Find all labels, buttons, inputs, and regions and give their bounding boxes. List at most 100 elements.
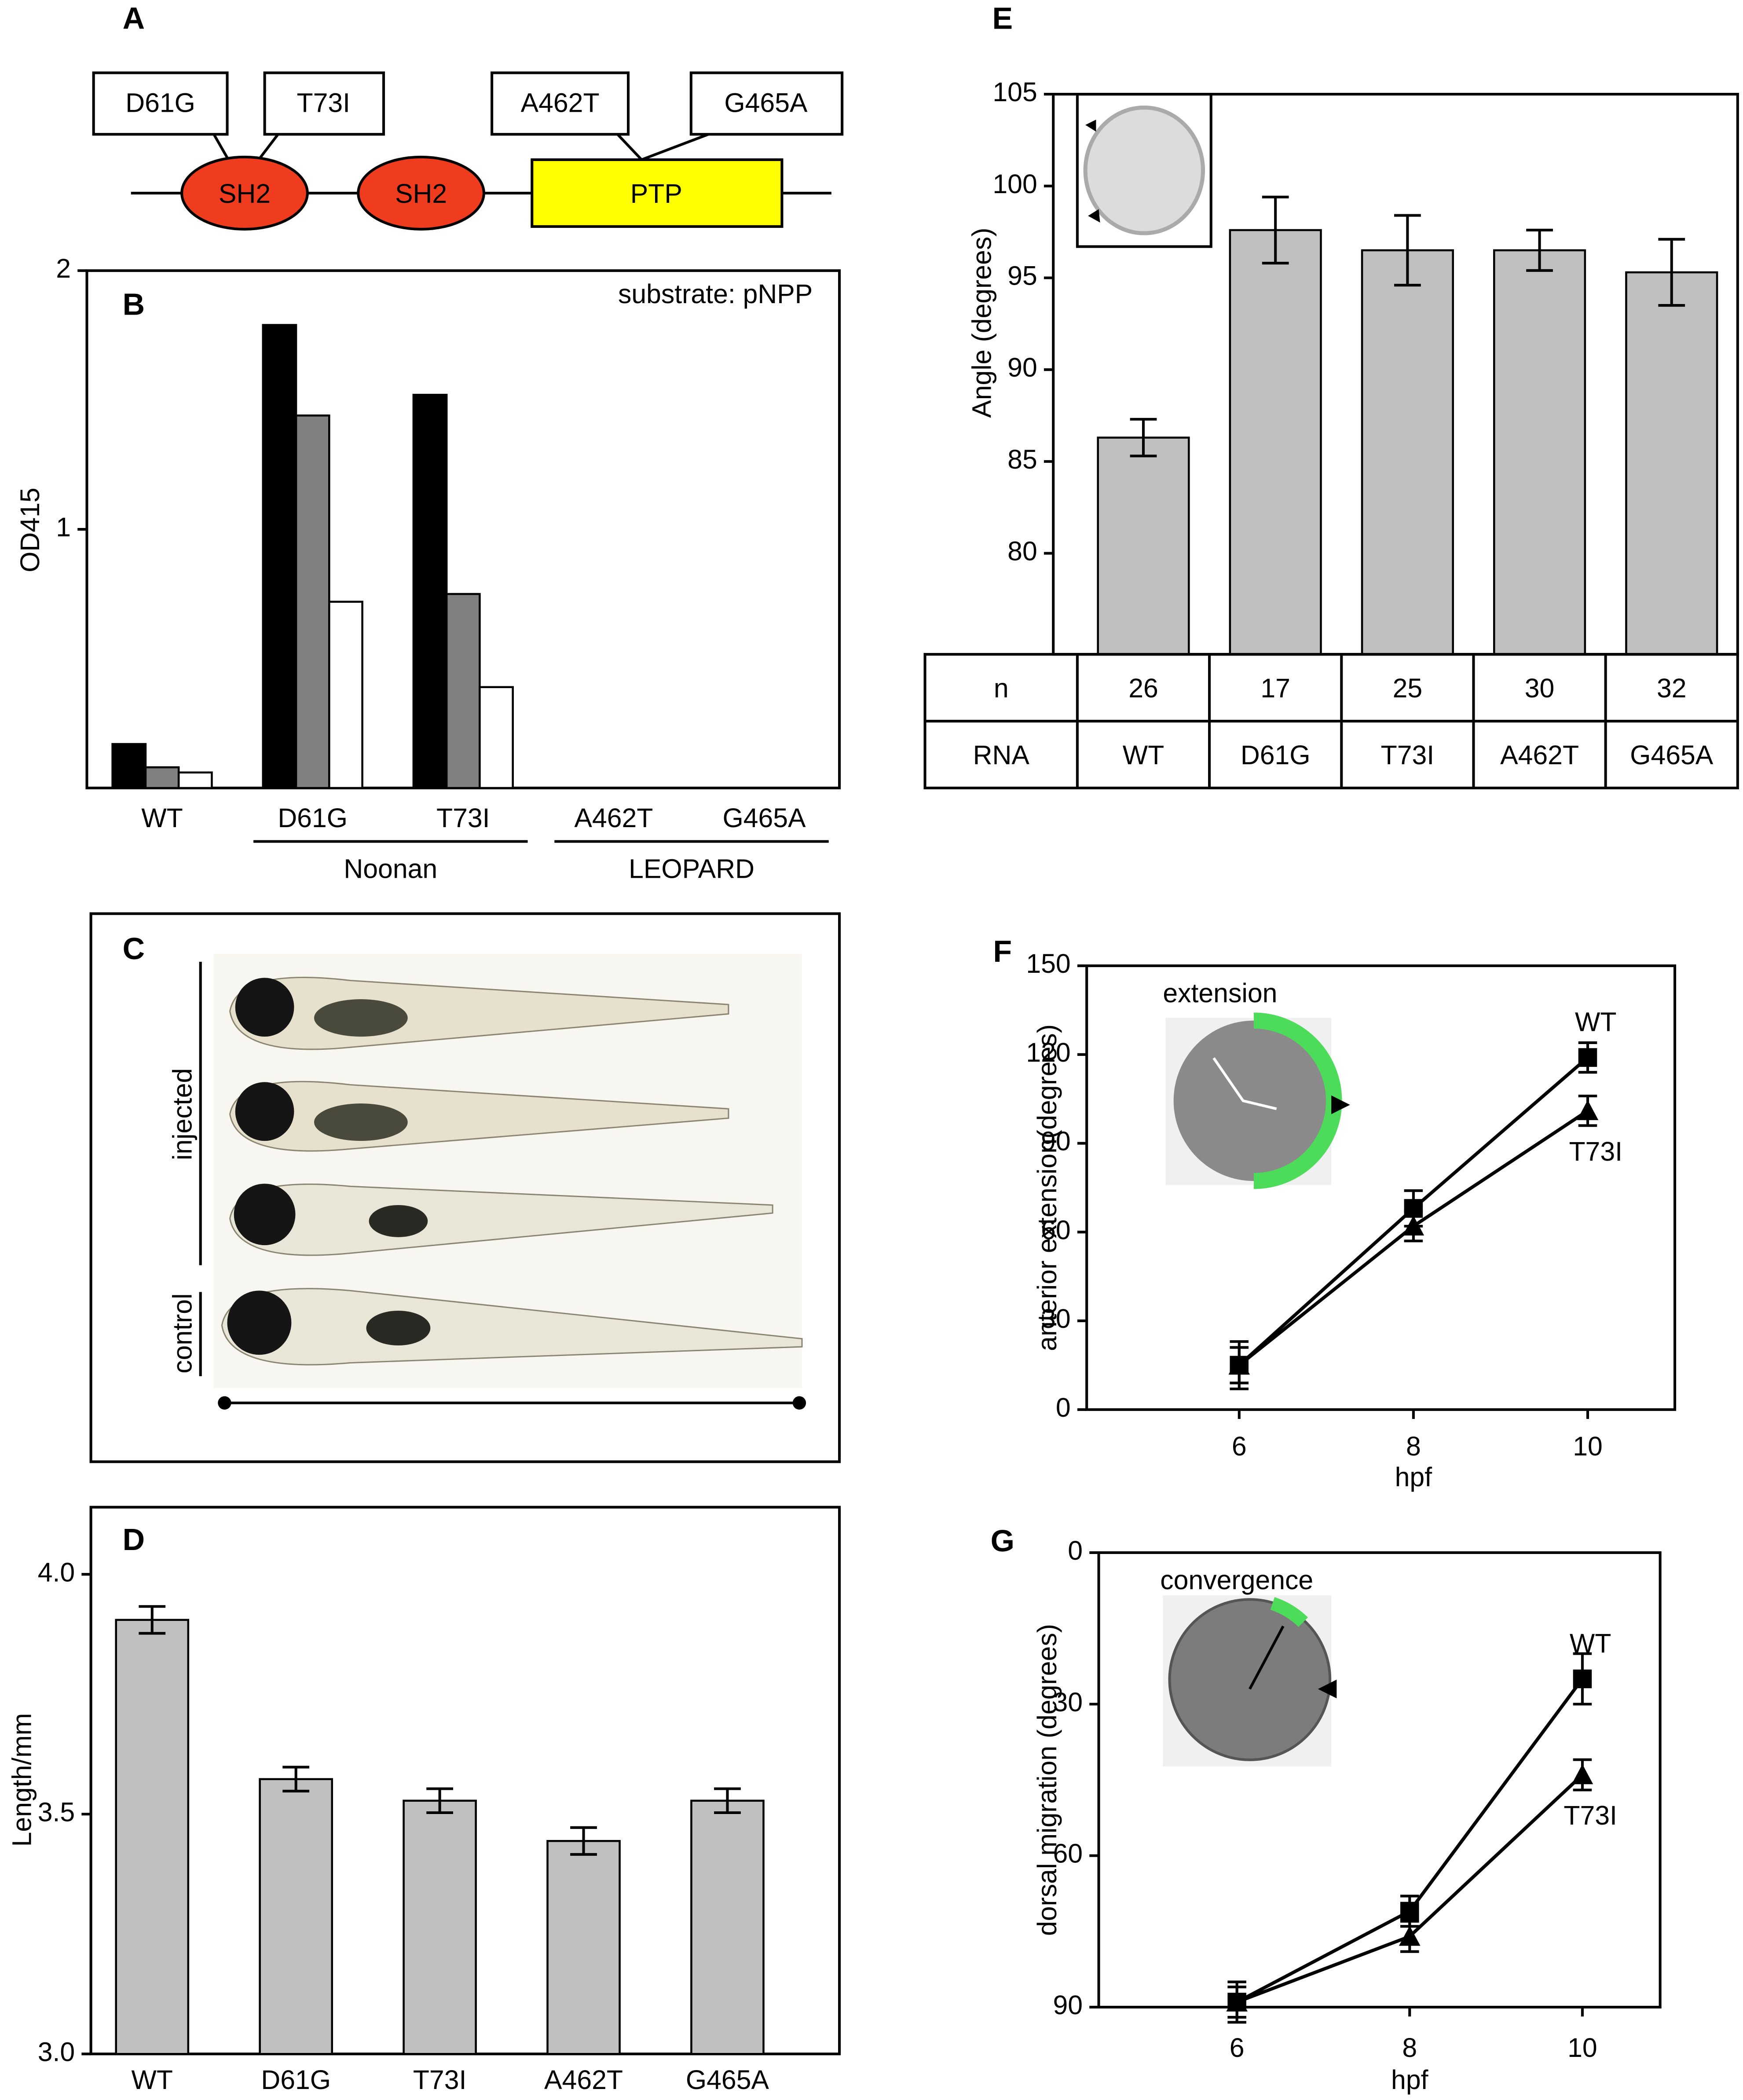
bar: [546, 1840, 621, 2055]
larva: [229, 976, 729, 1050]
convergence-inset: [1163, 1595, 1337, 1767]
scale-end: [792, 1396, 806, 1410]
y-tick-label: 90: [1007, 352, 1037, 382]
plot-frame: [1097, 1551, 1662, 2008]
bar: [144, 766, 180, 789]
bar: [1229, 229, 1322, 656]
connector: [616, 133, 643, 161]
legend-label: WT: [1570, 1628, 1611, 1658]
panel-label: B: [123, 287, 145, 322]
y-axis-label: Length/mm: [7, 1713, 37, 1847]
table-cell: D61G: [1241, 740, 1311, 770]
domain-label: SH2: [395, 179, 447, 209]
domain-label: PTP: [630, 179, 682, 209]
mutation-box: [92, 71, 229, 136]
table-cell: WT: [1123, 740, 1164, 770]
x-tick-label: T73I: [436, 803, 490, 833]
y-tick-label: 2: [56, 253, 71, 283]
marker: [1577, 1100, 1599, 1120]
y-tick-label: 105: [992, 77, 1037, 107]
marker: [1400, 1902, 1419, 1921]
bar: [1097, 436, 1190, 656]
y-tick-label: 150: [1026, 949, 1070, 979]
bar: [403, 1799, 477, 2055]
table-cell: A462T: [1500, 740, 1579, 770]
x-tick-label: T73I: [413, 2065, 467, 2095]
panel-label: G: [991, 1524, 1014, 1558]
group-label: control: [167, 1293, 197, 1373]
bar: [445, 593, 481, 789]
table-row-label: n: [994, 673, 1009, 703]
bar: [177, 771, 213, 789]
x-tick-label: G465A: [722, 803, 806, 833]
group-label: LEOPARD: [629, 854, 754, 883]
y-tick-label: 3.0: [38, 2037, 75, 2067]
y-tick-label: 30: [1041, 1304, 1071, 1334]
x-tick-label: D61G: [278, 803, 348, 833]
error-bar: [426, 1787, 453, 1814]
bar: [412, 394, 448, 789]
x-tick-label: D61G: [261, 2065, 331, 2095]
annotation: convergence: [1160, 1565, 1313, 1595]
panel-label: C: [123, 931, 145, 966]
y-tick-label: 0: [1056, 1393, 1071, 1422]
group-label: Noonan: [344, 854, 437, 883]
mutation-label: T73I: [297, 88, 350, 117]
y-axis-label: dorsal migration (degrees): [1032, 1624, 1062, 1936]
larva: [221, 1288, 803, 1366]
marker: [1228, 1354, 1250, 1375]
bar: [111, 743, 147, 789]
mutation-label: D61G: [125, 88, 195, 117]
mutation-label: A462T: [521, 88, 600, 117]
y-tick-label: 90: [1053, 1990, 1083, 2020]
y-axis-label: anterior extension(degrees): [1032, 1024, 1062, 1351]
y-tick-label: 85: [1007, 444, 1037, 474]
ptp-domain: [531, 158, 784, 228]
x-tick-label: WT: [141, 803, 183, 833]
error-bar: [1526, 228, 1553, 272]
x-tick-label: WT: [132, 2065, 173, 2095]
larvae-image-panel: C injected control: [89, 912, 841, 1463]
y-tick-label: 3.5: [38, 1797, 75, 1827]
x-tick-label: 10: [1573, 1431, 1603, 1461]
panel-label: E: [992, 1, 1013, 35]
domain-label: SH2: [219, 179, 271, 209]
bar: [328, 601, 363, 789]
bar: [1361, 249, 1454, 656]
y-tick-label: 120: [1026, 1037, 1070, 1067]
table-cell: G465A: [1630, 740, 1714, 770]
y-tick-label: 80: [1007, 536, 1037, 566]
mutation-box: [263, 71, 385, 136]
table-cell: 32: [1657, 673, 1687, 703]
marker: [1402, 1215, 1424, 1236]
scale-end: [218, 1396, 231, 1410]
annotation: extension: [1163, 978, 1277, 1008]
y-tick-label: 4.0: [38, 1557, 75, 1587]
connector: [641, 133, 709, 161]
table-cell: 26: [1128, 673, 1158, 703]
marker: [1573, 1669, 1592, 1689]
x-tick-label: A462T: [574, 803, 653, 833]
bar: [1493, 249, 1586, 656]
bar: [479, 686, 514, 789]
mutation-label: G465A: [724, 88, 808, 117]
x-tick-label: 6: [1232, 1431, 1247, 1461]
marker: [1571, 1764, 1593, 1785]
y-tick-label: 95: [1007, 261, 1037, 291]
y-tick-label: 0: [1068, 1536, 1083, 1565]
bar: [115, 1619, 190, 2055]
x-tick-label: 8: [1402, 2033, 1417, 2063]
y-tick-label: 60: [1041, 1215, 1071, 1245]
bar: [690, 1799, 765, 2055]
y-tick-label: 90: [1041, 1126, 1071, 1156]
error-bar: [570, 1826, 597, 1856]
table-cell: 25: [1393, 673, 1423, 703]
embryo-inset: [1076, 93, 1212, 248]
marker: [1399, 1925, 1421, 1946]
group-label: injected: [167, 1068, 197, 1160]
x-tick-label: G465A: [686, 2065, 769, 2095]
bar: [259, 1778, 333, 2055]
y-tick-label: 60: [1053, 1839, 1083, 1869]
table-cell: T73I: [1381, 740, 1435, 770]
